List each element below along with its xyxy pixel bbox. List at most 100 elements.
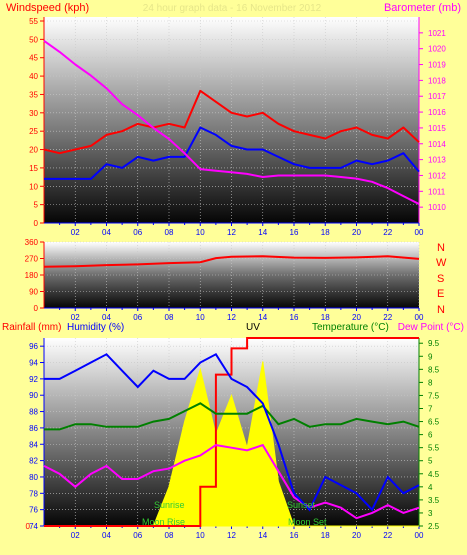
y-tick-label-right: 1020 <box>428 45 446 54</box>
y-tick-label-temperature: 8.5 <box>428 365 440 374</box>
x-tick-label: 16 <box>290 228 299 237</box>
direction-label-n-bottom: N <box>437 304 445 316</box>
y-tick-label-left: 360 <box>25 238 39 247</box>
direction-label-w: W <box>436 257 447 269</box>
barometer-title: Barometer (mb) <box>384 2 461 14</box>
y-tick-label-temperature: 6 <box>428 431 433 440</box>
y-tick-label-humidity: 94 <box>29 359 38 368</box>
rain-series <box>43 337 420 527</box>
x-tick-label: 00 <box>415 531 424 540</box>
y-tick-label-left: 270 <box>25 255 39 264</box>
y-tick-label-right: 1019 <box>428 61 446 70</box>
x-tick-label: 02 <box>71 313 80 322</box>
windspeed-title: Windspeed (kph) <box>6 2 89 14</box>
x-tick-label: 22 <box>383 313 392 322</box>
y-tick-label-rain: 0 <box>26 522 31 531</box>
wind-series <box>43 39 420 205</box>
x-tick-label: 06 <box>133 531 142 540</box>
y-tick-label-humidity: 92 <box>29 375 38 384</box>
x-tick-label: 10 <box>196 228 205 237</box>
y-tick-label-temperature: 9 <box>428 352 433 361</box>
barometer-series-line <box>43 39 420 205</box>
moonset-label: Moon Set <box>288 517 327 527</box>
y-tick-label-left: 0 <box>34 219 39 228</box>
y-tick-label-left: 90 <box>29 288 38 297</box>
temperature-title: Temperature (°C) <box>312 322 389 333</box>
y-tick-label-humidity: 96 <box>29 342 38 351</box>
y-tick-label-right: 1010 <box>428 203 446 212</box>
x-tick-label: 22 <box>383 228 392 237</box>
y-tick-label-right: 1016 <box>428 108 446 117</box>
y-tick-label-left: 40 <box>29 72 38 81</box>
direction-label-e: E <box>437 288 444 300</box>
x-tick-label: 12 <box>227 228 236 237</box>
x-tick-label: 16 <box>290 531 299 540</box>
x-tick-label: 20 <box>352 531 361 540</box>
dewpoint-series-line <box>43 443 420 520</box>
x-tick-label: 12 <box>227 313 236 322</box>
y-tick-label-left: 15 <box>29 164 38 173</box>
direction-label-n-top: N <box>437 242 445 254</box>
x-tick-label: 06 <box>133 313 142 322</box>
x-tick-label: 08 <box>165 313 174 322</box>
y-tick-label-right: 1014 <box>428 140 446 149</box>
y-tick-label-humidity: 74 <box>29 522 38 531</box>
x-tick-label: 20 <box>352 313 361 322</box>
y-tick-label-left: 45 <box>29 54 38 63</box>
direction-series-line <box>43 255 420 268</box>
x-tick-label: 20 <box>352 228 361 237</box>
humidity-title: Humidity (%) <box>67 322 124 333</box>
y-tick-label-left: 55 <box>29 17 38 26</box>
y-tick-label-right: 1018 <box>428 76 446 85</box>
y-tick-label-temperature: 6.5 <box>428 418 440 427</box>
y-tick-label-humidity: 78 <box>29 489 38 498</box>
x-tick-label: 18 <box>321 531 330 540</box>
uv-title: UV <box>246 322 260 333</box>
y-tick-label-humidity: 86 <box>29 424 38 433</box>
x-tick-label: 14 <box>258 228 267 237</box>
dewpoint-title: Dew Point (°C) <box>398 322 464 333</box>
y-tick-label-temperature: 3 <box>428 509 433 518</box>
direction-label-s: S <box>437 273 444 285</box>
y-tick-label-temperature: 4.5 <box>428 470 440 479</box>
x-tick-label: 04 <box>102 531 111 540</box>
rainfall-title: Rainfall (mm) <box>2 322 61 333</box>
x-tick-label: 10 <box>196 313 205 322</box>
y-tick-label-left: 50 <box>29 35 38 44</box>
x-tick-label: 08 <box>165 531 174 540</box>
y-tick-label-left: 5 <box>34 201 39 210</box>
y-tick-label-left: 35 <box>29 90 38 99</box>
sunrise-label: Sunrise <box>154 500 185 510</box>
x-tick-label: 12 <box>227 531 236 540</box>
y-tick-label-temperature: 8 <box>428 378 433 387</box>
x-tick-label: 00 <box>415 228 424 237</box>
y-tick-label-left: 20 <box>29 146 38 155</box>
y-tick-label-temperature: 3.5 <box>428 496 440 505</box>
y-tick-label-right: 1017 <box>428 92 446 101</box>
y-tick-label-left: 180 <box>25 271 39 280</box>
y-tick-label-left: 25 <box>29 127 38 136</box>
y-tick-label-temperature: 5 <box>428 457 433 466</box>
y-tick-label-humidity: 76 <box>29 506 38 515</box>
graph-date-title: 24 hour graph data - 16 November 2012 <box>143 3 322 14</box>
x-tick-label: 14 <box>258 313 267 322</box>
y-tick-label-left: 30 <box>29 109 38 118</box>
x-tick-label: 04 <box>102 313 111 322</box>
y-tick-label-temperature: 4 <box>428 483 433 492</box>
y-tick-label-temperature: 2.5 <box>428 522 440 531</box>
y-tick-label-right: 1015 <box>428 124 446 133</box>
gust-series-line <box>43 89 420 155</box>
y-tick-label-left: 10 <box>29 182 38 191</box>
x-tick-label: 02 <box>71 531 80 540</box>
sunset-label: Sunset <box>287 500 316 510</box>
x-tick-label: 06 <box>133 228 142 237</box>
y-tick-label-humidity: 90 <box>29 391 38 400</box>
y-tick-label-temperature: 5.5 <box>428 444 440 453</box>
y-tick-label-right: 1011 <box>428 187 446 196</box>
wind-grid: 02 04 06 08 10 12 14 16 18 20 22 000510152025303540… <box>29 17 446 237</box>
x-tick-label: 08 <box>165 228 174 237</box>
y-tick-label-temperature: 7 <box>428 405 433 414</box>
x-tick-label: 22 <box>383 531 392 540</box>
